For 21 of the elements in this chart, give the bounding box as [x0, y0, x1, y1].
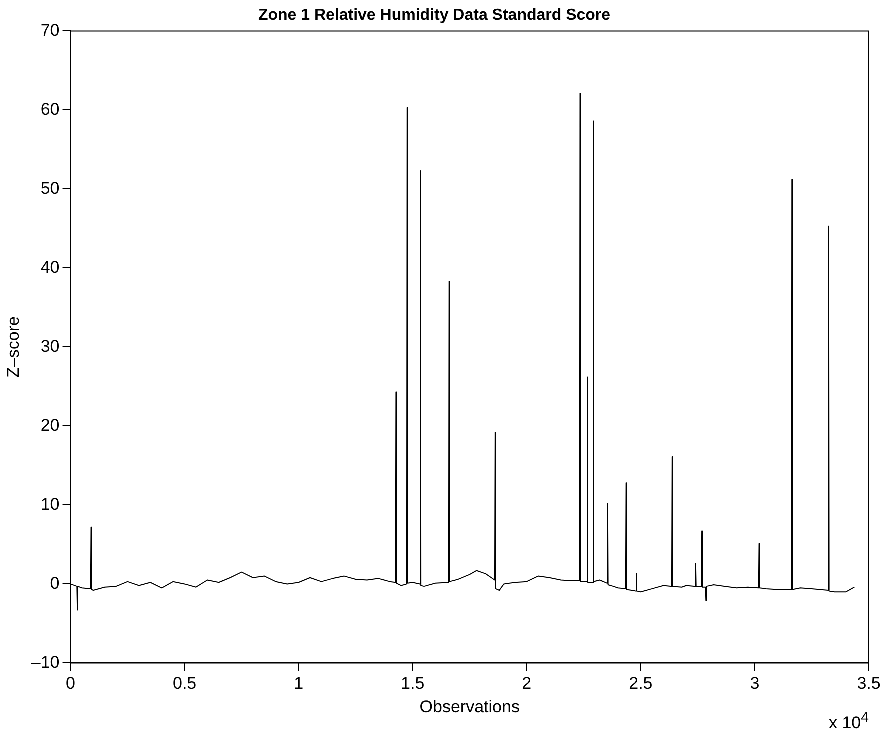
- y-tick-label: 70: [40, 20, 60, 40]
- x-tick-label: 2: [522, 674, 532, 694]
- y-axis-title: Z–score: [4, 316, 23, 378]
- x-tick-label: 0.5: [172, 674, 197, 694]
- x-tick-label: 3: [750, 674, 760, 694]
- x-axis-title: Observations: [420, 697, 520, 716]
- y-tick-label: –10: [31, 652, 60, 672]
- x-tick-label: 0: [66, 674, 76, 694]
- text: x 10$^{4}$: [828, 710, 869, 734]
- x-tick-label: 1.5: [401, 674, 425, 694]
- y-tick-label: 50: [40, 178, 60, 198]
- chart-title: Zone 1 Relative Humidity Data Standard Score: [258, 7, 611, 24]
- x-tick-label: 2.5: [629, 674, 653, 694]
- y-tick-label: 60: [40, 100, 60, 119]
- y-tick-label: 20: [40, 416, 60, 435]
- y-tick-label: 0: [50, 574, 60, 593]
- y-tick-label: 10: [40, 494, 60, 514]
- y-tick-label: 30: [40, 336, 60, 356]
- y-tick-label: 40: [40, 258, 60, 277]
- x-tick-label: 3.5: [857, 674, 881, 694]
- x-tick-label: 1: [294, 674, 304, 694]
